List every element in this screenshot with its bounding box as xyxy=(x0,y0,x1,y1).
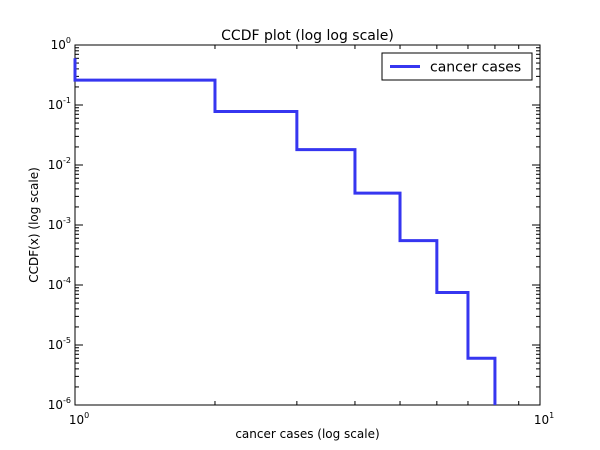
legend: cancer cases xyxy=(381,52,533,81)
x-tick-label: 100 xyxy=(69,411,89,427)
y-tick-label: 10-2 xyxy=(48,156,71,172)
y-axis-title: CCDF(x) (log scale) xyxy=(27,167,41,283)
y-tick-label-base: 10 xyxy=(48,218,63,232)
x-tick-label-base: 10 xyxy=(534,413,549,427)
y-tick-label-base: 10 xyxy=(51,38,66,52)
y-tick-label-exponent: -1 xyxy=(63,96,71,105)
x-tick-label-exponent: 1 xyxy=(549,411,554,420)
y-tick-label: 10-6 xyxy=(48,396,71,412)
y-tick-label-base: 10 xyxy=(48,98,63,112)
chart-title: CCDF plot (log log scale) xyxy=(221,28,394,44)
y-tick-label: 10-5 xyxy=(48,336,71,352)
y-tick-label: 10-1 xyxy=(48,96,71,112)
axis-ticks xyxy=(74,44,541,406)
x-tick-label-base: 10 xyxy=(69,413,84,427)
plot-area xyxy=(73,44,541,406)
y-tick-label-base: 10 xyxy=(48,398,63,412)
series-line-cancer-cases xyxy=(73,58,497,405)
y-tick-label: 100 xyxy=(51,36,71,52)
x-axis-title: cancer cases (log scale) xyxy=(235,427,379,441)
x-tick-labels: 100 101 xyxy=(69,411,554,427)
x-tick-label: 101 xyxy=(534,411,554,427)
y-tick-label-exponent: 0 xyxy=(66,36,71,45)
y-tick-label-exponent: -4 xyxy=(63,276,71,285)
y-tick-label: 10-3 xyxy=(48,216,71,232)
y-tick-label-base: 10 xyxy=(48,338,63,352)
y-tick-label-base: 10 xyxy=(48,278,63,292)
y-tick-label: 10-4 xyxy=(48,276,71,292)
plot-frame xyxy=(74,44,541,406)
y-tick-label-exponent: -6 xyxy=(63,396,71,405)
y-tick-label-exponent: -3 xyxy=(63,216,71,225)
y-tick-label-exponent: -2 xyxy=(63,156,71,165)
legend-label-cancer-cases: cancer cases xyxy=(430,60,521,76)
y-tick-label-exponent: -5 xyxy=(63,336,71,345)
y-tick-label-base: 10 xyxy=(48,158,63,172)
series-layer xyxy=(73,58,497,405)
x-tick-label-exponent: 0 xyxy=(84,411,89,420)
